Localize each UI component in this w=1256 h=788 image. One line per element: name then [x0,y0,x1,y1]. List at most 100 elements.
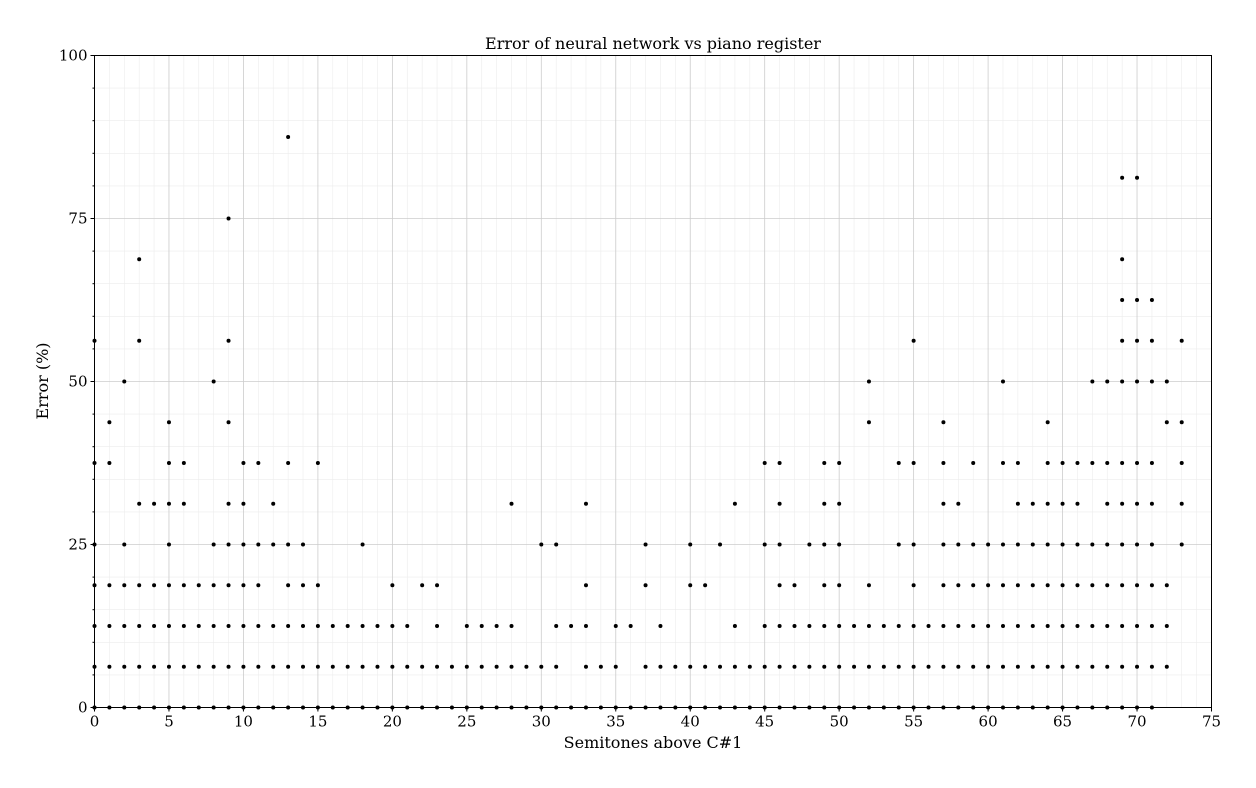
data-point [509,501,514,506]
data-point [405,664,410,669]
data-point [1164,583,1169,588]
data-point [494,664,499,669]
data-point [420,583,425,588]
data-point [1000,664,1005,669]
data-point [107,664,112,669]
data-point [271,664,276,669]
data-point [732,501,737,506]
data-point [703,583,708,588]
data-point [449,664,454,669]
data-point [420,664,425,669]
data-point [1060,583,1065,588]
data-point [1015,542,1020,547]
data-point [464,624,469,628]
data-point [1015,624,1020,628]
data-point [1105,501,1110,506]
data-point [1105,583,1110,588]
x-tick-label: 45 [755,713,774,731]
data-point [1149,298,1154,302]
x-tick-label: 30 [532,713,551,731]
data-point [330,664,335,669]
data-point [122,624,127,628]
data-point [166,583,171,588]
x-tick-label: 65 [1053,713,1072,731]
data-point [956,664,961,669]
data-point [509,624,514,628]
data-point [822,664,827,669]
data-point [941,461,946,465]
data-point [911,624,916,628]
data-point [986,664,991,669]
chart-title: Error of neural network vs piano registe… [485,34,821,53]
data-point [1060,501,1065,506]
data-point [911,542,916,547]
data-point [643,664,648,669]
y-tick-label: 0 [78,699,88,717]
data-point [703,664,708,669]
data-point [166,461,171,465]
data-point [137,501,142,506]
data-point [330,624,335,628]
data-point [315,583,320,588]
data-point [271,624,276,628]
data-point [196,583,201,588]
data-point [1120,664,1125,669]
data-point [1045,461,1050,465]
data-point [837,624,842,628]
data-point [152,624,157,628]
data-point [211,379,216,384]
data-point [479,624,484,628]
data-point [360,664,365,669]
data-point [911,461,916,465]
data-point [256,664,261,669]
data-point [390,664,395,669]
data-point [554,664,559,669]
data-point [822,542,827,547]
data-point [732,664,737,669]
x-tick-label: 70 [1127,713,1146,731]
data-point [1120,379,1125,384]
data-point [866,379,871,384]
data-point [777,501,782,506]
data-point [1120,175,1125,180]
x-tick-label: 50 [830,713,849,731]
data-point [1060,461,1065,465]
data-point [166,664,171,669]
data-point [718,664,723,669]
data-point [166,501,171,506]
data-point [1105,624,1110,628]
data-point [107,583,112,588]
data-point [986,542,991,547]
data-point [241,461,246,465]
data-point [271,542,276,547]
data-point [137,583,142,588]
data-point [777,624,782,628]
data-point [1135,542,1140,547]
data-point [137,664,142,669]
data-point [1015,461,1020,465]
data-point [1030,624,1035,628]
data-point [822,501,827,506]
grid [94,55,1212,708]
data-point [345,664,350,669]
data-point [1075,501,1080,506]
axis-ticks: 0 5 10 15 20 25 30 35 40 45 50 55 60 65 70 75 0 25 50 75 100 [59,47,1221,731]
data-point [673,664,678,669]
data-point [1090,461,1095,465]
data-point [479,664,484,669]
data-point [911,583,916,588]
data-point [1075,583,1080,588]
data-point [301,664,306,669]
data-point [956,624,961,628]
data-point [152,583,157,588]
data-point [837,461,842,465]
data-point [643,583,648,588]
data-point [107,461,112,465]
data-point [1000,624,1005,628]
data-point [152,501,157,506]
data-point [211,624,216,628]
data-point [1120,624,1125,628]
data-point [1060,542,1065,547]
data-point [941,664,946,669]
data-point [986,583,991,588]
